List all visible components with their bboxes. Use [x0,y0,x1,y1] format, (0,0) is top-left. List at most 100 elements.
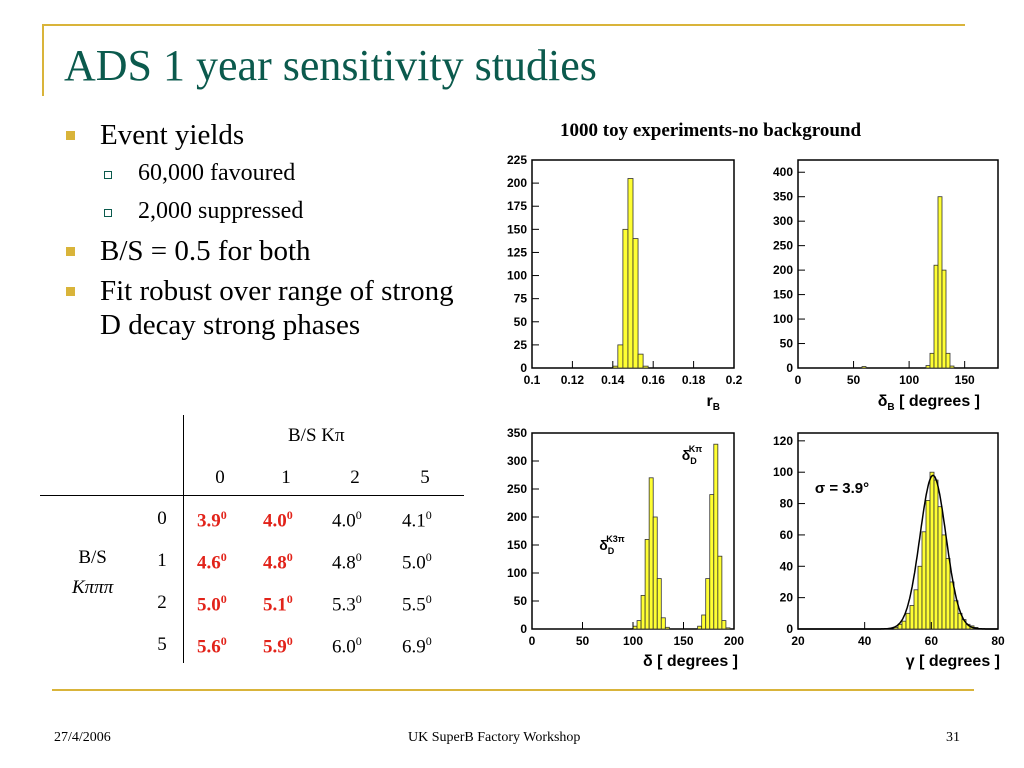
table-col-value: 1 [281,467,291,488]
x-axis-label-delta: δ [ degrees ] [643,653,738,670]
x-tick-label: 200 [724,634,744,648]
y-tick-label: 100 [773,465,793,479]
fit-curve [798,474,998,630]
annotation-sigma: σ = 3.9° [815,480,869,497]
table-cell-exponent: 0 [355,634,362,648]
histogram-bar [861,366,867,369]
histogram-bar [697,625,703,630]
page-number: 31 [946,730,960,745]
x-tick-label: 50 [576,634,590,648]
table-cell: 4.60 [197,550,227,574]
table-horizontal-rule [40,495,464,496]
bullet-list: Event yields 60,000 favoured 2,000 suppr… [66,118,466,348]
table-cell-value: 4.6 [197,552,221,574]
histogram-bar [933,264,939,369]
table-cell-value: 4.1 [402,510,426,532]
histogram-bar [933,479,939,630]
table-cell-value: 6.9 [402,636,426,658]
y-tick-label: 200 [773,263,793,277]
y-tick-label: 50 [514,315,528,329]
table-cell: 6.90 [402,634,432,658]
histogram-bar [660,617,666,630]
histogram-bar [636,620,642,630]
histogram-bar [617,344,624,369]
bullet-square-icon [66,287,75,296]
histogram-bar [652,516,658,630]
x-axis-label-gamma: γ [ degrees ] [906,653,1000,670]
histogram-bar [949,365,955,369]
bullet-text: Event yields [100,119,245,151]
y-tick-label: 40 [780,559,794,573]
y-tick-label: 400 [773,165,793,179]
table-cell-exponent: 0 [425,550,432,564]
bullet-item: Fit robust over range of strong D decay … [66,274,466,342]
histogram-bar [925,365,931,369]
table-col-header: B/S Kπ [288,425,345,446]
histogram-bar [632,238,639,369]
table-cell-value: 3.9 [197,510,221,532]
x-tick-label: 0.1 [524,373,541,387]
y-tick-label: 20 [780,591,794,605]
histogram-bar [648,477,654,630]
y-tick-label: 100 [773,312,793,326]
y-tick-label: 80 [780,497,794,511]
x-tick-label: 0.2 [726,373,743,387]
table-cell-value: 6.0 [332,636,356,658]
table-cell: 5.90 [263,634,293,658]
table-vertical-rule [183,415,184,663]
y-tick-label: 200 [507,510,527,524]
table-row-header-line1: B/S [78,547,107,568]
histogram-bar [925,500,931,630]
x-tick-label: 60 [925,634,939,648]
table-cell-exponent: 0 [220,550,227,564]
histogram-bar [937,196,943,369]
histogram-bar [929,352,935,369]
x-tick-label: 100 [623,634,643,648]
plots-caption: 1000 toy experiments-no background [560,120,862,141]
histogram-bar [905,612,911,630]
sub-bullet-text: 60,000 favoured [138,160,296,186]
histogram-bar [721,620,727,630]
table-cell-value: 5.0 [402,552,426,574]
y-tick-label: 350 [773,190,793,204]
x-axis-label-deltab: δB [ degrees ] [878,393,980,413]
y-tick-label: 25 [514,338,528,352]
y-tick-label: 175 [507,199,527,213]
table-cell-value: 4.0 [332,510,356,532]
histogram-bar [640,594,646,630]
histogram-bar [945,352,951,369]
title-frame-left [42,24,44,96]
table-cell-exponent: 0 [220,508,227,522]
histogram-bar [941,534,947,630]
histogram-bar [921,531,927,630]
x-tick-label: 0.14 [601,373,625,387]
table-cell-value: 5.1 [263,594,287,616]
y-tick-label: 150 [773,288,793,302]
table-cell-exponent: 0 [286,634,293,648]
sensitivity-table: B/S Kπ B/S Kπππ 0 1 2 5 0 1 2 5 3.90 4.00 4.00 4.10… [40,415,480,670]
x-tick-label: 150 [673,634,693,648]
y-tick-label: 300 [773,214,793,228]
x-tick-label: 0 [795,373,802,387]
table-cell: 4.80 [332,550,362,574]
table-cell-value: 4.8 [263,552,287,574]
table-row-value: 5 [157,634,167,655]
histogram-bar [637,353,644,369]
x-axis-label-rb: rB [707,393,720,413]
bullet-text: Fit robust over range of strong D decay … [100,275,454,341]
histogram-bar [909,605,915,630]
y-tick-label: 50 [780,337,794,351]
x-tick-label: 80 [991,634,1005,648]
table-row-header-line2: Kπππ [72,577,114,598]
y-tick-label: 125 [507,245,527,259]
table-cell: 5.00 [402,550,432,574]
y-tick-label: 150 [507,222,527,236]
table-cell-value: 4.8 [332,552,356,574]
histogram-bar [901,620,907,630]
table-cell-exponent: 0 [425,508,432,522]
table-cell-exponent: 0 [425,592,432,606]
histogram-bar [701,614,707,630]
table-col-value: 0 [215,467,225,488]
table-col-value: 5 [420,467,430,488]
